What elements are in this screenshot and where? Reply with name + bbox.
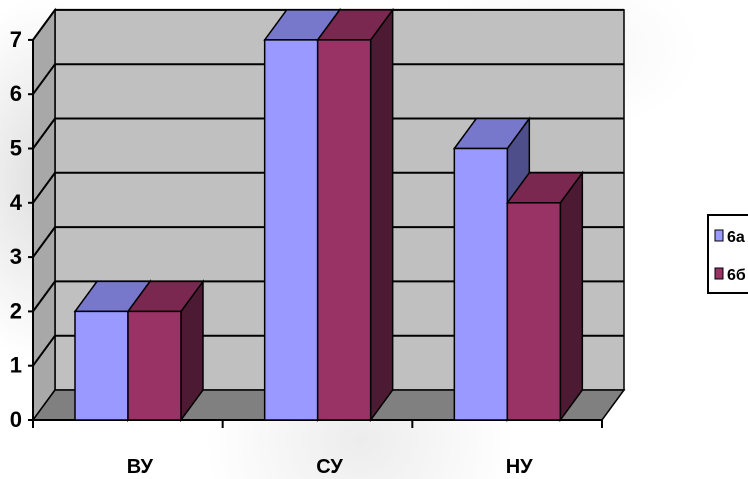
y-tick-label: 5 — [10, 136, 22, 161]
y-tick-label: 2 — [10, 298, 22, 323]
x-tick-labels: ВУ СУ НУ — [127, 456, 533, 478]
y-tick-label: 3 — [10, 244, 22, 269]
bar-front — [506, 202, 562, 421]
y-tick-label: 0 — [10, 407, 22, 432]
bars — [73, 7, 584, 423]
legend-swatch-6a — [714, 229, 724, 242]
legend-box — [707, 214, 748, 294]
x-tick-label: НУ — [506, 456, 533, 478]
y-tick-labels: 0 1 2 3 4 5 6 7 — [10, 27, 23, 432]
y-tick-label: 4 — [10, 190, 23, 215]
gridline — [32, 63, 624, 95]
bar-6б-ВУ — [126, 279, 205, 423]
gridline — [32, 334, 624, 367]
bar-side — [559, 170, 584, 423]
gridline — [32, 117, 624, 150]
legend: 6а 6б — [707, 214, 748, 294]
y-tick-label: 6 — [10, 81, 22, 106]
gridlines — [32, 8, 624, 367]
bar-front — [453, 147, 509, 421]
bar-front — [74, 310, 129, 421]
gridline — [32, 226, 624, 258]
bar-front — [127, 310, 182, 421]
legend-swatch-6b — [714, 267, 724, 280]
gridline — [32, 8, 624, 41]
legend-label-6a: 6а — [727, 229, 745, 246]
x-tick-label: ВУ — [127, 456, 154, 478]
gridline — [32, 280, 624, 312]
bar-6б-НУ — [505, 170, 584, 423]
bar-6б-СУ — [316, 7, 395, 423]
y-tick-label: 7 — [10, 27, 22, 52]
side-wall — [32, 7, 56, 423]
gridline — [32, 171, 624, 204]
bar-front — [263, 39, 319, 421]
bar-side — [369, 7, 394, 423]
x-tick-label: СУ — [316, 456, 343, 478]
bar-front — [316, 39, 372, 421]
y-tick-label: 1 — [10, 353, 22, 378]
legend-label-6b: 6б — [727, 267, 746, 284]
